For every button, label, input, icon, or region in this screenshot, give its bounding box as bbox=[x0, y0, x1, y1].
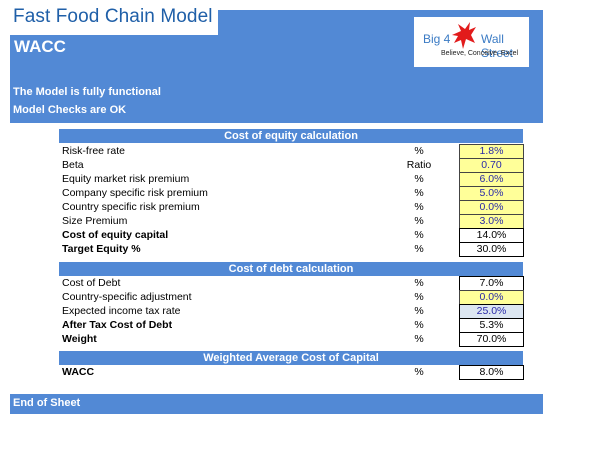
table-row: Beta Ratio 0.70 bbox=[59, 158, 524, 173]
country-adjustment-input[interactable]: 0.0% bbox=[459, 290, 524, 305]
row-unit: % bbox=[414, 277, 424, 289]
row-label: Target Equity % bbox=[62, 243, 141, 255]
table-row: Risk-free rate % 1.8% bbox=[59, 144, 524, 159]
logo-tagline: Believe, Conceive, Excel bbox=[441, 50, 519, 57]
row-unit: % bbox=[414, 215, 424, 227]
debt-section-header: Cost of debt calculation bbox=[59, 262, 523, 276]
row-unit: % bbox=[414, 305, 424, 317]
row-label: Cost of equity capital bbox=[62, 229, 169, 241]
model-status: The Model is fully functional bbox=[13, 86, 161, 98]
logo-text-right: Wall Street bbox=[481, 32, 514, 60]
row-label: Equity market risk premium bbox=[62, 173, 190, 185]
cost-of-debt-value[interactable]: 7.0% bbox=[459, 276, 524, 291]
logo-text-left: Big 4 bbox=[423, 32, 451, 46]
row-unit: % bbox=[414, 187, 424, 199]
table-row: Cost of equity capital % 14.0% bbox=[59, 228, 524, 243]
row-unit: % bbox=[414, 173, 424, 185]
equity-market-risk-premium-input[interactable]: 6.0% bbox=[459, 172, 524, 187]
row-label: Beta bbox=[62, 159, 84, 171]
cost-of-equity-value[interactable]: 14.0% bbox=[459, 228, 524, 243]
table-row: Country-specific adjustment % 0.0% bbox=[59, 290, 524, 305]
tax-rate-value[interactable]: 25.0% bbox=[459, 304, 524, 319]
table-row: Cost of Debt % 7.0% bbox=[59, 276, 524, 291]
table-row: Equity market risk premium % 6.0% bbox=[59, 172, 524, 187]
table-row: Size Premium % 3.0% bbox=[59, 214, 524, 229]
row-label: Size Premium bbox=[62, 215, 128, 227]
model-checks-status: Model Checks are OK bbox=[13, 104, 127, 116]
table-row: WACC % 8.0% bbox=[59, 365, 524, 380]
beta-input[interactable]: 0.70 bbox=[459, 158, 524, 173]
risk-free-rate-input[interactable]: 1.8% bbox=[459, 144, 524, 159]
end-of-sheet-bar: End of Sheet bbox=[10, 394, 543, 414]
logo: Big 4 Wall Street Believe, Conceive, Exc… bbox=[414, 17, 529, 67]
row-label: Expected income tax rate bbox=[62, 305, 181, 317]
row-label: Risk-free rate bbox=[62, 145, 126, 157]
size-premium-input[interactable]: 3.0% bbox=[459, 214, 524, 229]
row-unit: % bbox=[414, 333, 424, 345]
end-of-sheet-label: End of Sheet bbox=[13, 397, 81, 409]
row-unit: % bbox=[414, 201, 424, 213]
table-row: Target Equity % % 30.0% bbox=[59, 242, 524, 257]
row-label: Company specific risk premium bbox=[62, 187, 208, 199]
row-label: WACC bbox=[62, 366, 95, 378]
table-row: After Tax Cost of Debt % 5.3% bbox=[59, 318, 524, 333]
row-label: After Tax Cost of Debt bbox=[62, 319, 173, 331]
table-row: Weight % 70.0% bbox=[59, 332, 524, 347]
row-label: Country-specific adjustment bbox=[62, 291, 192, 303]
wacc-value[interactable]: 8.0% bbox=[459, 365, 524, 380]
equity-section-header: Cost of equity calculation bbox=[59, 129, 523, 143]
table-row: Company specific risk premium % 5.0% bbox=[59, 186, 524, 201]
row-unit: % bbox=[414, 319, 424, 331]
wacc-section-header: Weighted Average Cost of Capital bbox=[59, 351, 523, 365]
target-equity-value[interactable]: 30.0% bbox=[459, 242, 524, 257]
country-risk-premium-input[interactable]: 0.0% bbox=[459, 200, 524, 215]
eagle-icon bbox=[449, 21, 479, 56]
row-unit: % bbox=[414, 145, 424, 157]
row-unit: % bbox=[414, 366, 424, 378]
row-label: Cost of Debt bbox=[62, 277, 121, 289]
row-unit: Ratio bbox=[406, 159, 432, 171]
row-unit: % bbox=[414, 243, 424, 255]
table-row: Country specific risk premium % 0.0% bbox=[59, 200, 524, 215]
table-row: Expected income tax rate % 25.0% bbox=[59, 304, 524, 319]
page-title: Fast Food Chain Model bbox=[13, 6, 213, 27]
row-unit: % bbox=[414, 229, 424, 241]
company-risk-premium-input[interactable]: 5.0% bbox=[459, 186, 524, 201]
sheet-subtitle: WACC bbox=[14, 37, 66, 56]
row-label: Weight bbox=[62, 333, 97, 345]
after-tax-cost-of-debt-value[interactable]: 5.3% bbox=[459, 318, 524, 333]
row-label: Country specific risk premium bbox=[62, 201, 200, 213]
row-unit: % bbox=[414, 291, 424, 303]
debt-weight-value[interactable]: 70.0% bbox=[459, 332, 524, 347]
